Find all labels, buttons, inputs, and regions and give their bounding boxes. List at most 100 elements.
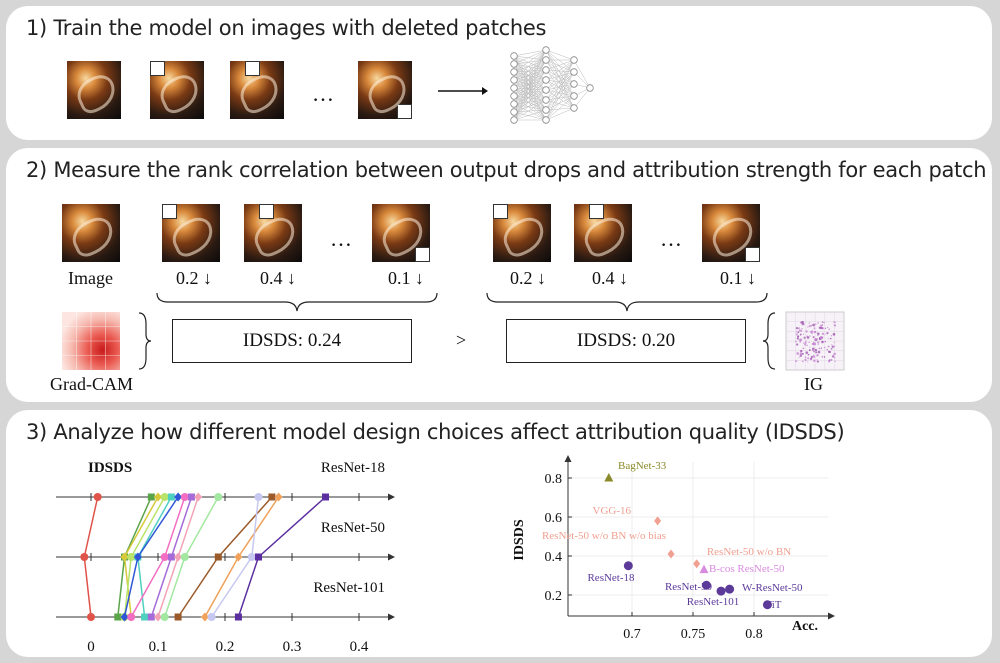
point-label: ResNet-50 w/o BN w/o bias [542, 530, 666, 542]
data-point [214, 493, 223, 501]
right-drop-2: 0.4 ↓ [592, 268, 628, 288]
left-drop-3: 0.1 ↓ [388, 268, 424, 288]
ig-attribution-map [785, 311, 845, 371]
data-point [234, 613, 242, 621]
step2-panel: 2) Measure the rank correlation between … [6, 148, 992, 402]
x-tick-label: 0.4 [350, 639, 369, 655]
data-point [255, 553, 262, 561]
step2-title: 2) Measure the rank correlation between … [26, 158, 987, 182]
patch-image-1 [67, 61, 121, 119]
ellipsis: … [660, 226, 682, 251]
left-patch-3 [372, 204, 430, 262]
left-patch-2 [244, 204, 302, 262]
axis-arrow [388, 553, 395, 561]
data-point [167, 493, 175, 501]
step3-title: 3) Analyze how different model design ch… [26, 420, 845, 444]
right-idsds-box: IDSDS: 0.20 [506, 319, 746, 363]
y-axis-arrow [564, 455, 572, 462]
data-point [147, 613, 155, 621]
y-axis-label: IDSDS [512, 519, 527, 560]
right-brace-icon [486, 292, 768, 312]
left-drop-2: 0.4 ↓ [260, 268, 296, 288]
y-tick-label: 0.4 [545, 550, 563, 565]
x-tick-label: 0 [87, 639, 95, 655]
y-tick-label: 0.8 [545, 472, 563, 487]
data-point [154, 612, 162, 622]
x-axis-label: Acc. [792, 619, 818, 634]
data-point [274, 492, 283, 502]
x-tick-label: 0.3 [283, 639, 302, 655]
data-point [180, 493, 189, 501]
point-label: ResNet-18 [587, 572, 635, 584]
x-tick-label: 0.1 [149, 639, 168, 655]
data-point [234, 552, 243, 562]
data-point [194, 492, 203, 502]
x-tick-label: 0.7 [623, 627, 641, 642]
y-tick-label: 0.6 [545, 511, 563, 526]
left-idsds-box: IDSDS: 0.24 [172, 319, 412, 363]
scatter-point [762, 600, 772, 610]
data-point [160, 613, 169, 621]
data-point [120, 552, 129, 562]
right-drop-1: 0.2 ↓ [510, 268, 546, 288]
data-point [147, 493, 155, 501]
x-tick-label: 0.2 [216, 639, 235, 655]
data-point [214, 553, 222, 561]
data-point [127, 553, 136, 561]
data-point [87, 613, 95, 621]
patch-image-4 [358, 61, 412, 119]
data-point [167, 553, 175, 561]
row-label: ResNet-101 [313, 580, 385, 596]
compare-sign: > [456, 330, 467, 350]
left-patch-1 [162, 204, 220, 262]
step1-title: 1) Train the model on images with delete… [26, 16, 547, 40]
point-label: W-ResNet-50 [742, 582, 803, 594]
scatter-point [623, 561, 633, 571]
patch-image-3 [230, 61, 284, 119]
data-point [80, 553, 89, 561]
data-point [188, 493, 195, 501]
vertical-brace-icon [138, 312, 152, 370]
left-brace-icon [156, 292, 438, 312]
point-label: VGG-16 [593, 505, 632, 517]
scatter-point [701, 580, 711, 590]
right-drop-3: 0.1 ↓ [720, 268, 756, 288]
right-patch-1 [493, 204, 551, 262]
data-point [247, 553, 256, 561]
scatter-point [654, 516, 662, 526]
data-point [160, 493, 169, 501]
x-tick-label: 0.8 [745, 627, 763, 642]
ellipsis: … [312, 81, 334, 106]
point-label: ResNet-50 w/o BN [707, 546, 791, 558]
axis-arrow [388, 493, 395, 501]
scatter-point [725, 584, 735, 594]
scatter-point [716, 586, 726, 596]
data-point [120, 612, 129, 622]
y-tick-label: 0.2 [545, 589, 563, 604]
row-label: ResNet-18 [321, 460, 385, 476]
patch-image-2 [150, 61, 204, 119]
ig-label: IG [804, 374, 823, 394]
line-chart-title: IDSDS [88, 460, 132, 476]
point-label: BagNet-33 [618, 460, 667, 472]
vertical-brace-icon [762, 312, 776, 370]
row-label: ResNet-50 [321, 520, 385, 536]
x-tick-label: 0.75 [681, 627, 706, 642]
scatter-point [667, 549, 675, 559]
data-point [268, 493, 276, 501]
data-point [127, 613, 136, 621]
left-drop-1: 0.2 ↓ [176, 268, 212, 288]
step1-panel: 1) Train the model on images with delete… [6, 6, 992, 140]
data-point [93, 493, 102, 501]
point-label: ViT [764, 599, 781, 611]
data-point [180, 553, 189, 561]
right-patch-2 [574, 204, 632, 262]
point-label: ResNet-101 [687, 596, 740, 608]
data-point [114, 613, 122, 621]
data-point [207, 613, 216, 621]
right-patch-3 [702, 204, 760, 262]
point-label: ResNet-50 [665, 581, 713, 593]
data-point [322, 493, 329, 501]
